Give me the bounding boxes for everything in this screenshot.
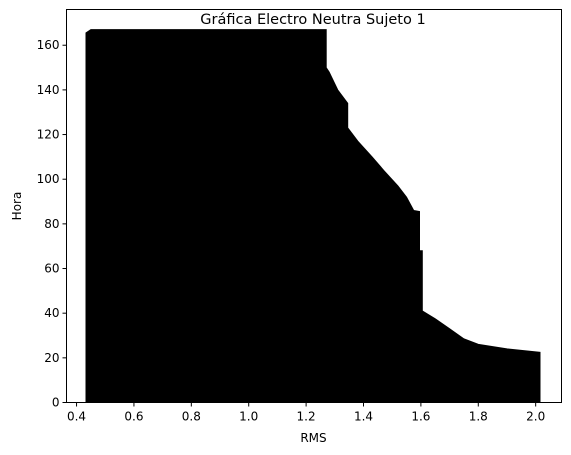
x-tick-label: 0.6	[124, 410, 143, 424]
x-axis-label: RMS	[300, 431, 326, 445]
y-tick-label: 120	[37, 128, 60, 142]
plot-frame	[66, 9, 562, 403]
y-tick-label: 20	[44, 351, 59, 365]
y-axis-label: Hora	[10, 192, 24, 221]
chart-title: Gráfica Electro Neutra Sujeto 1	[200, 12, 425, 28]
y-tick-label: 160	[37, 38, 60, 52]
x-tick-label: 2.0	[526, 410, 545, 424]
x-tick-label: 1.2	[297, 410, 316, 424]
x-tick-label: 0.8	[182, 410, 201, 424]
y-tick-label: 40	[44, 306, 59, 320]
y-tick-label: 0	[52, 396, 60, 410]
area-series-0	[85, 29, 541, 403]
x-tick-label: 1.8	[469, 410, 488, 424]
plot-area	[85, 29, 541, 403]
y-tick-label: 140	[37, 83, 60, 97]
y-tick-label: 100	[37, 172, 60, 186]
x-tick-label: 1.4	[354, 410, 373, 424]
x-tick-label: 1.6	[411, 410, 430, 424]
x-tick-label: 0.4	[67, 410, 86, 424]
y-tick-label: 60	[44, 262, 59, 276]
y-tick-label: 80	[44, 217, 59, 231]
x-axis: 0.4 0.6 0.8 1.0 1.2 1.4 1.6 1.8 2.0	[67, 402, 545, 424]
y-axis: 0 20 40 60 80 100 120 140 160	[37, 38, 67, 410]
x-tick-label: 1.0	[239, 410, 258, 424]
